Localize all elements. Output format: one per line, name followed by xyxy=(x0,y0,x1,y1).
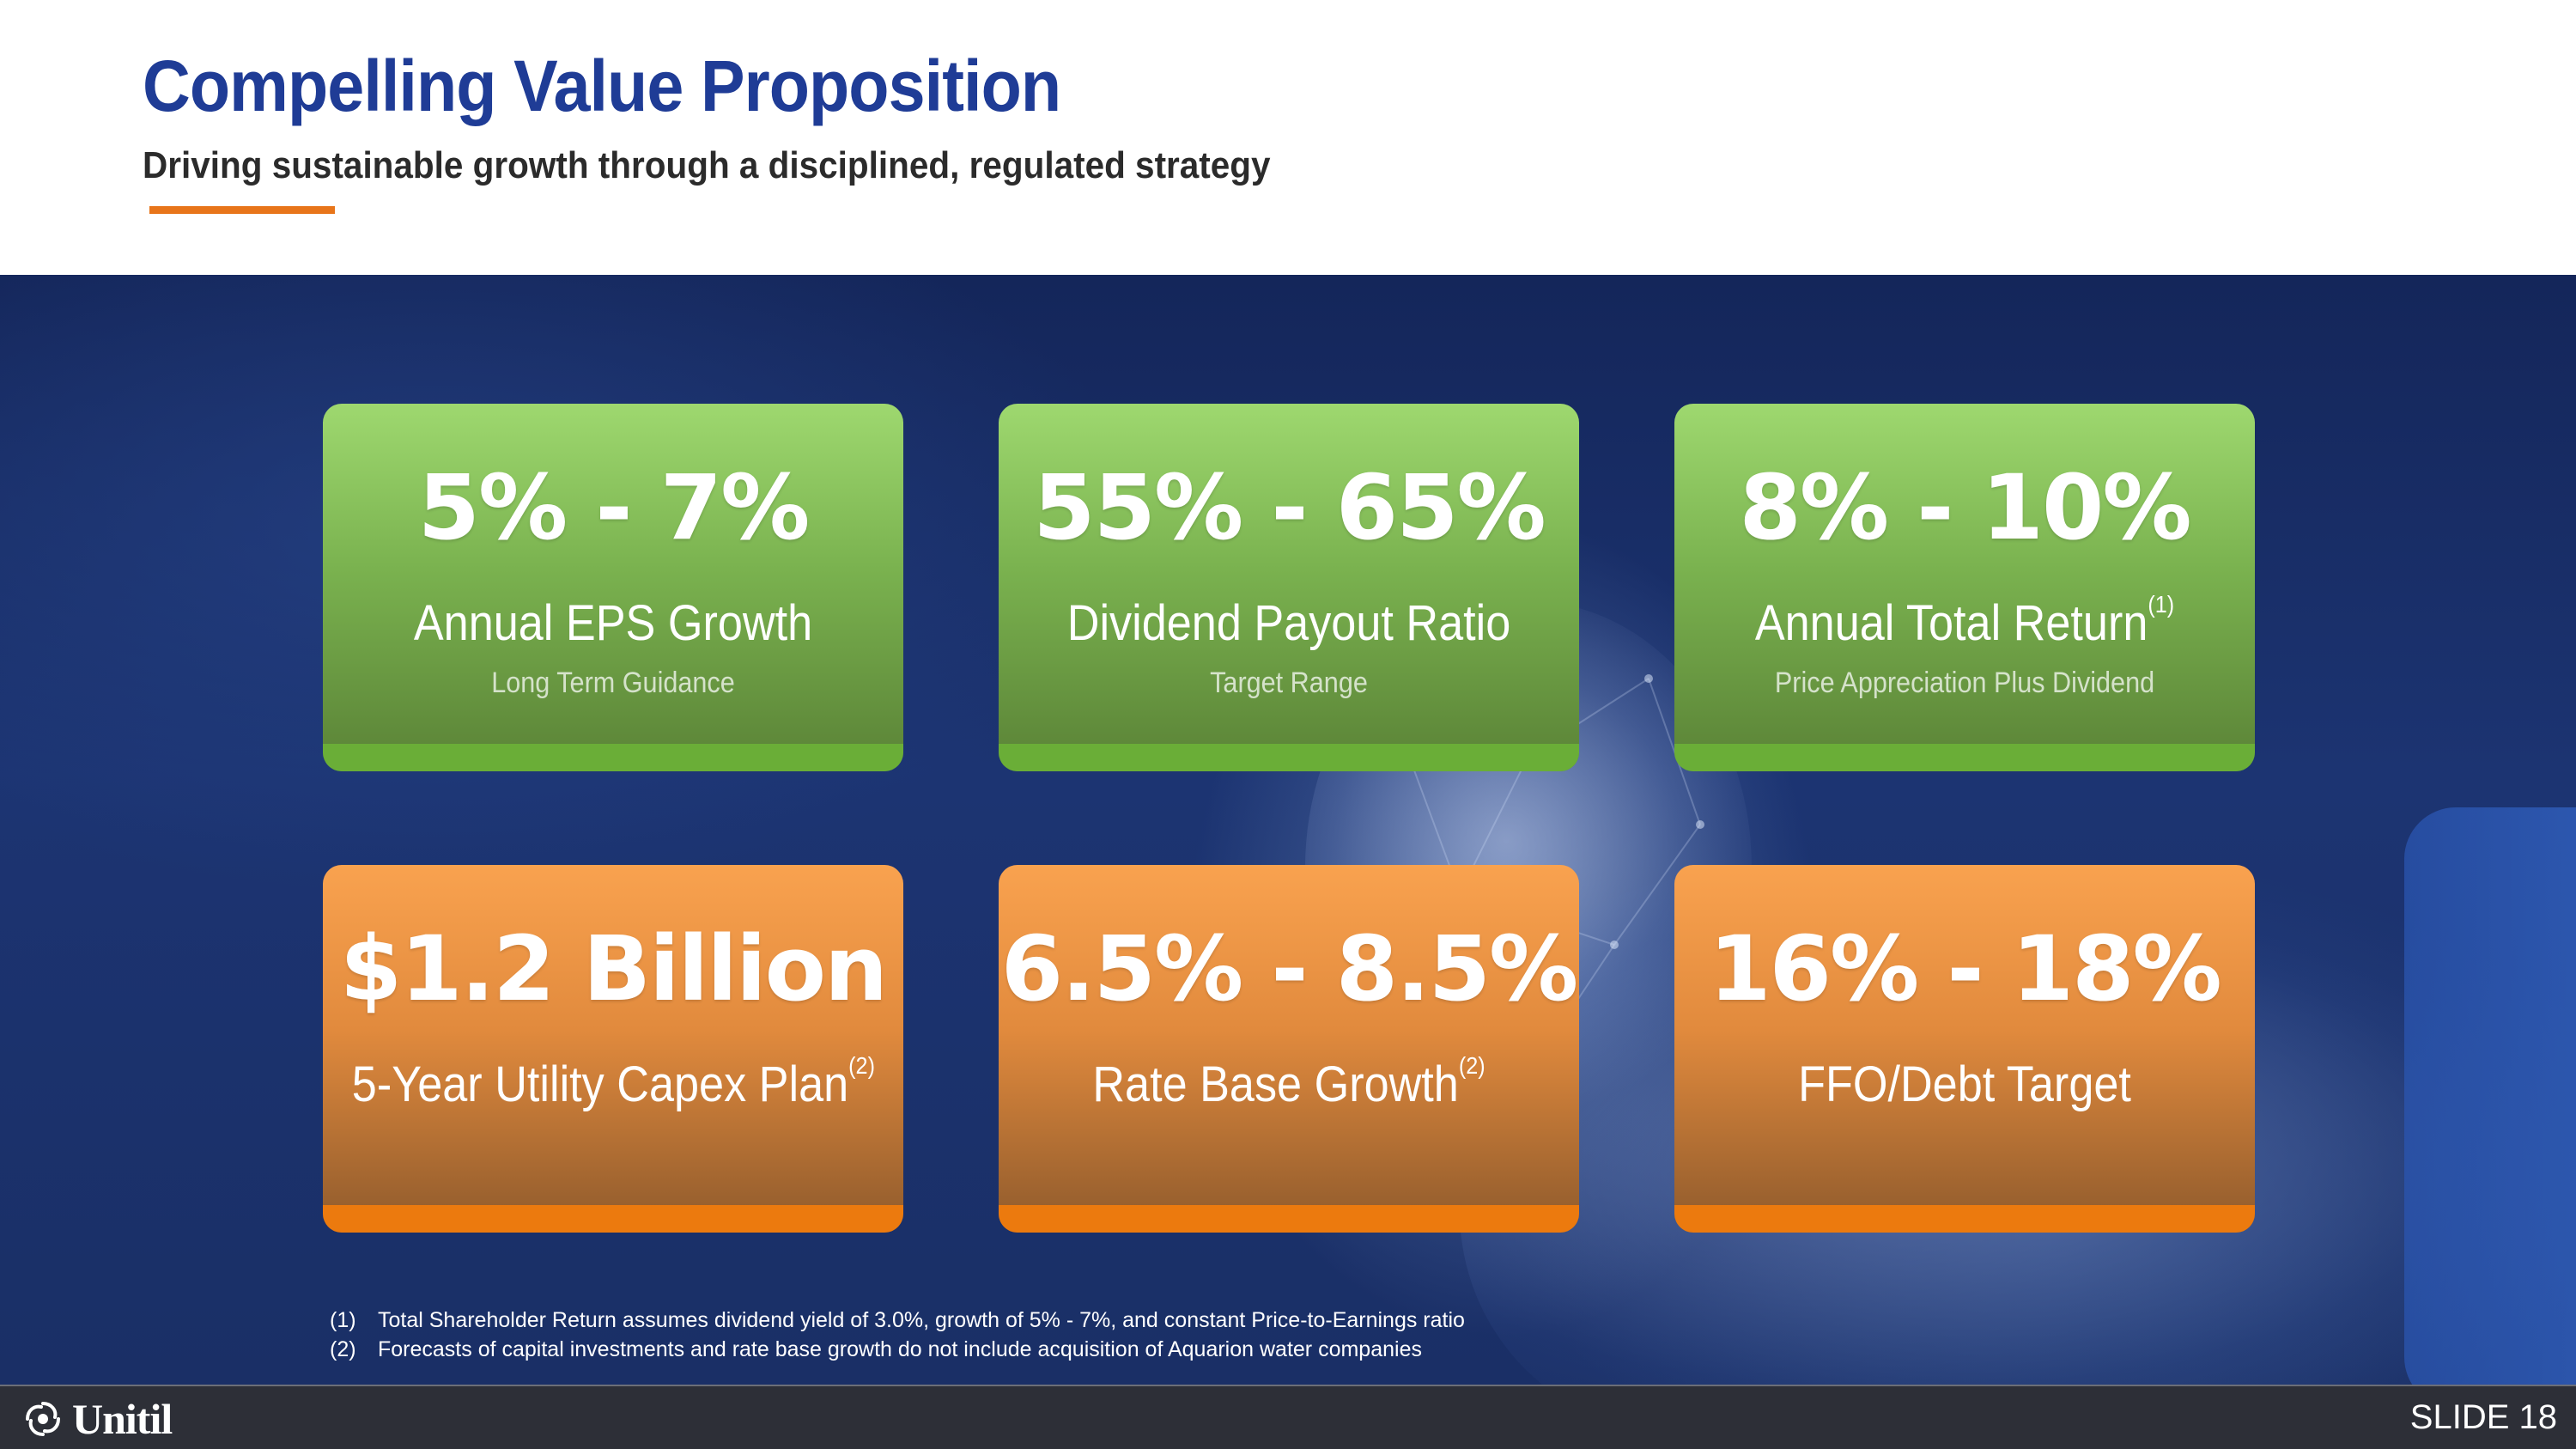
metric-sublabel: Target Range xyxy=(1210,667,1368,699)
slide-footer: Unitil SLIDE 18 xyxy=(0,1385,2576,1449)
metric-label: Dividend Payout Ratio xyxy=(1066,595,1511,651)
slide-header: Compelling Value Proposition Driving sus… xyxy=(0,0,2576,275)
metric-sublabel: Long Term Guidance xyxy=(491,667,735,699)
footnote-item: (2) Forecasts of capital investments and … xyxy=(330,1337,1422,1361)
logo-text: Unitil xyxy=(72,1395,173,1443)
metric-label: Annual Total Return(1) xyxy=(1754,591,2175,651)
metric-label: Rate Base Growth(2) xyxy=(1092,1052,1485,1112)
metric-card-eps-growth: 5% - 7% Annual EPS Growth Long Term Guid… xyxy=(323,404,903,771)
sleeve-image xyxy=(2404,807,2576,1385)
footnote-item: (1) Total Shareholder Return assumes divi… xyxy=(330,1308,1465,1332)
metric-label: FFO/Debt Target xyxy=(1798,1056,2131,1112)
metric-value: 8% - 10% xyxy=(1739,455,2191,560)
metric-card-capex-plan: $1.2 Billion 5-Year Utility Capex Plan(2… xyxy=(323,865,903,1233)
metric-sublabel: Price Appreciation Plus Dividend xyxy=(1774,667,2155,699)
card-bottom-stripe xyxy=(999,1205,1579,1233)
card-bottom-stripe xyxy=(999,744,1579,771)
footnote-ref: (2) xyxy=(1458,1052,1485,1079)
footnote-ref: (2) xyxy=(848,1052,875,1079)
footnotes: (1) Total Shareholder Return assumes divi… xyxy=(330,1306,1465,1364)
title-accent-bar xyxy=(149,206,335,214)
card-bottom-stripe xyxy=(323,1205,903,1233)
metric-label: 5-Year Utility Capex Plan(2) xyxy=(351,1052,875,1112)
metric-value: 5% - 7% xyxy=(417,455,811,560)
metric-value: 55% - 65% xyxy=(1033,455,1546,560)
slide-title: Compelling Value Proposition xyxy=(143,46,1061,126)
unitil-logo: Unitil xyxy=(22,1393,173,1445)
metric-value: $1.2 Billion xyxy=(339,916,888,1021)
metric-value: 6.5% - 8.5% xyxy=(1000,916,1578,1021)
unitil-swirl-logo-icon xyxy=(26,1402,60,1436)
metric-card-dividend-payout: 55% - 65% Dividend Payout Ratio Target R… xyxy=(999,404,1579,771)
metric-card-total-return: 8% - 10% Annual Total Return(1) Price Ap… xyxy=(1674,404,2255,771)
metric-value: 16% - 18% xyxy=(1709,916,2221,1021)
card-bottom-stripe xyxy=(1674,1205,2255,1233)
slide-subtitle: Driving sustainable growth through a dis… xyxy=(143,144,1271,186)
card-bottom-stripe xyxy=(1674,744,2255,771)
metric-card-ffo-debt: 16% - 18% FFO/Debt Target xyxy=(1674,865,2255,1233)
slide-number: SLIDE 18 xyxy=(2409,1398,2557,1436)
metric-label: Annual EPS Growth xyxy=(413,595,813,651)
card-bottom-stripe xyxy=(323,744,903,771)
metric-card-rate-base-growth: 6.5% - 8.5% Rate Base Growth(2) xyxy=(999,865,1579,1233)
footnote-ref: (1) xyxy=(2148,591,2175,618)
